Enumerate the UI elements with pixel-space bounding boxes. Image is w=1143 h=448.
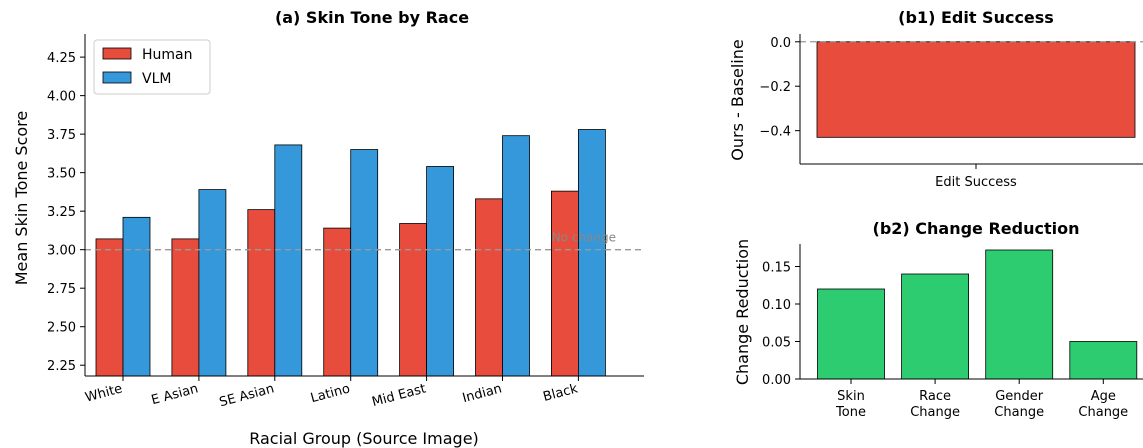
panel-b1-ytick-label: −0.2 bbox=[759, 80, 791, 95]
bar-vlm-indian bbox=[502, 135, 530, 377]
bar-age-change bbox=[1069, 341, 1138, 380]
panel-a-xtick-label: SE Asian bbox=[218, 381, 276, 410]
bar-vlm-black bbox=[578, 129, 606, 377]
panel-b2-xtick-label-line2: Tone bbox=[835, 405, 866, 420]
panel-a-xtick-label: E Asian bbox=[150, 381, 200, 408]
bar-race-change bbox=[901, 273, 969, 380]
panel-a-ytick-label: 2.25 bbox=[47, 359, 76, 374]
panel-a-ytick-label: 4.25 bbox=[47, 51, 76, 66]
bar-human-mid-east bbox=[399, 223, 428, 377]
bar-skin-tone bbox=[817, 288, 885, 380]
bar-human-black bbox=[551, 190, 579, 377]
panel-b2-xtick-label-line2: Change bbox=[994, 405, 1044, 420]
legend-label-human: Human bbox=[142, 47, 193, 63]
panel-a-reference-label: No change bbox=[552, 231, 616, 245]
bar-vlm-se-asian bbox=[274, 144, 303, 377]
bar-edit-success bbox=[816, 41, 1136, 138]
panel-a-ytick-label: 3.00 bbox=[47, 244, 76, 259]
panel-a-ytick-label: 3.50 bbox=[47, 167, 76, 182]
panel-b2-xtick-label-line1: Race bbox=[919, 389, 951, 404]
legend-label-vlm: VLM bbox=[142, 71, 171, 87]
panel-b2-xtick-label-line1: Skin bbox=[837, 389, 865, 404]
panel-a-ytick-label: 3.75 bbox=[47, 128, 76, 143]
panel-b1-edit-success-chart: (b1) Edit Success Ours - Baseline 0.0 −0.… bbox=[728, 8, 1143, 190]
panel-b2-xtick-label-line2: Change bbox=[1078, 405, 1128, 420]
bar-human-se-asian bbox=[247, 209, 276, 377]
panel-b1-ylabel: Ours - Baseline bbox=[728, 39, 747, 160]
bar-human-indian bbox=[475, 198, 503, 377]
panel-a-skin-tone-chart: (a) Skin Tone by Race Mean Skin Tone Sco… bbox=[12, 8, 644, 448]
panel-b1-ytick-label: 0.0 bbox=[770, 36, 791, 51]
panel-a-ylabel: Mean Skin Tone Score bbox=[12, 111, 31, 286]
legend-swatch-human bbox=[102, 47, 132, 60]
bar-gender-change bbox=[985, 249, 1054, 380]
panel-a-xtick-label: White bbox=[84, 381, 124, 405]
panel-a-ytick-label: 3.25 bbox=[47, 205, 76, 220]
panel-b2-ytick-label: 0.00 bbox=[762, 373, 791, 388]
panel-b2-xtick-label-line1: Gender bbox=[995, 389, 1044, 404]
panel-a-xlabel: Racial Group (Source Image) bbox=[249, 429, 479, 448]
panel-a-xtick-label: Latino bbox=[309, 381, 352, 406]
panel-b2-title: (b2) Change Reduction bbox=[873, 219, 1080, 238]
panel-b2-ytick-label: 0.05 bbox=[762, 336, 791, 351]
panel-b2-ytick-label: 0.15 bbox=[762, 261, 791, 276]
panel-b1-title: (b1) Edit Success bbox=[898, 8, 1054, 27]
bar-human-latino bbox=[323, 227, 352, 377]
legend-swatch-vlm bbox=[102, 71, 132, 84]
panel-b2-ylabel: Change Reduction bbox=[733, 239, 752, 385]
panel-a-ytick-label: 4.00 bbox=[47, 90, 76, 105]
bar-vlm-mid-east bbox=[426, 166, 455, 377]
bar-vlm-latino bbox=[350, 149, 379, 377]
panel-b2-change-reduction-chart: (b2) Change Reduction Change Reduction 0… bbox=[733, 219, 1143, 420]
panel-a-xtick-label: Black bbox=[542, 381, 580, 405]
panel-a-ytick-label: 2.50 bbox=[47, 321, 76, 336]
panel-a-title: (a) Skin Tone by Race bbox=[275, 8, 469, 27]
panel-a-legend: Human VLM bbox=[93, 39, 211, 95]
bar-human-e-asian bbox=[171, 238, 200, 377]
panel-a-xtick-label: Indian bbox=[461, 381, 504, 406]
panel-b1-ytick-label: −0.4 bbox=[759, 125, 791, 140]
panel-b2-ytick-label: 0.10 bbox=[762, 298, 791, 313]
bar-vlm-white bbox=[122, 216, 151, 377]
panel-a-marks: 2.25 2.50 2.75 3.00 3.25 3.50 3.75 4.00 4.25 Whit… bbox=[47, 51, 644, 410]
panel-b1-xtick-label: Edit Success bbox=[935, 175, 1017, 190]
panel-b2-xtick-label-line2: Change bbox=[910, 405, 960, 420]
panel-b2-marks: 0.000.050.100.15SkinToneRaceChangeGender… bbox=[762, 249, 1138, 420]
panel-a-ytick-label: 2.75 bbox=[47, 282, 76, 297]
bar-human-white bbox=[95, 238, 124, 377]
panel-b1-marks: 0.0 −0.2 −0.4 Edit Success bbox=[759, 36, 1143, 190]
bar-vlm-e-asian bbox=[198, 189, 227, 377]
panel-b2-xtick-label-line1: Age bbox=[1091, 389, 1116, 404]
panel-a-xtick-label: Mid East bbox=[370, 381, 427, 410]
